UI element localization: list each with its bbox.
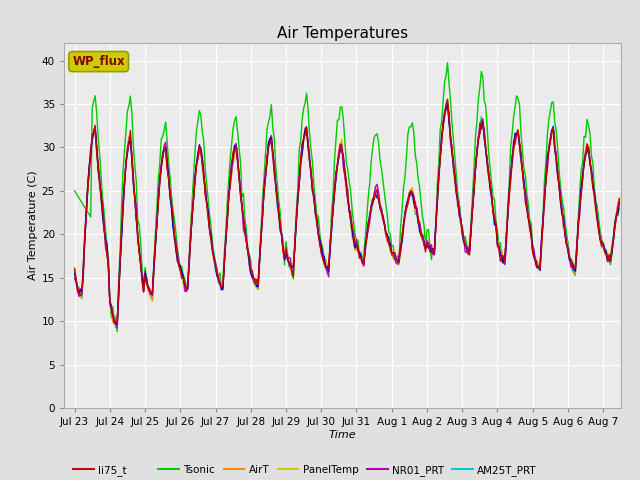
PanelTemp <box>112 323 120 328</box>
Line: li77_temp: li77_temp <box>75 103 620 324</box>
Tsonic <box>141 264 149 270</box>
AM25T_PRT <box>473 149 481 155</box>
Text: WP_flux: WP_flux <box>72 55 125 68</box>
NR01_PRT <box>616 199 623 204</box>
PanelTemp <box>71 269 79 275</box>
AirT <box>473 151 481 156</box>
AM25T_PRT <box>442 104 450 109</box>
li75_t <box>71 266 79 272</box>
li77_temp <box>444 100 451 106</box>
NR01_PRT <box>71 276 79 281</box>
NR01_PRT <box>113 325 121 331</box>
PanelTemp <box>141 270 149 276</box>
X-axis label: Time: Time <box>328 430 356 440</box>
AM25T_PRT <box>607 260 614 265</box>
Tsonic <box>616 205 623 211</box>
li77_temp <box>607 254 614 260</box>
Line: NR01_PRT: NR01_PRT <box>75 107 620 328</box>
li77_temp <box>616 200 623 206</box>
NR01_PRT <box>442 104 450 109</box>
AirT <box>349 238 357 244</box>
li77_temp <box>473 149 481 155</box>
Y-axis label: Air Temperature (C): Air Temperature (C) <box>28 171 38 280</box>
PanelTemp <box>256 256 264 262</box>
Tsonic <box>162 119 170 125</box>
AM25T_PRT <box>256 260 264 266</box>
li75_t <box>256 254 264 260</box>
AirT <box>256 260 264 265</box>
PanelTemp <box>349 238 357 244</box>
AirT <box>607 256 614 262</box>
AM25T_PRT <box>141 275 149 280</box>
li77_temp <box>256 258 264 264</box>
NR01_PRT <box>607 259 614 264</box>
li75_t <box>349 230 357 236</box>
Line: AM25T_PRT: AM25T_PRT <box>75 107 620 328</box>
AirT <box>141 270 149 276</box>
li77_temp <box>71 271 79 276</box>
PanelTemp <box>607 253 614 259</box>
PanelTemp <box>162 146 170 152</box>
Tsonic <box>71 188 79 194</box>
PanelTemp <box>473 147 481 153</box>
Tsonic <box>256 255 264 261</box>
AM25T_PRT <box>162 143 170 149</box>
Tsonic <box>349 219 357 225</box>
li75_t <box>616 196 623 202</box>
AirT <box>162 149 170 155</box>
Line: Tsonic: Tsonic <box>75 63 620 332</box>
Legend: li75_t, li77_temp, Tsonic, AirT, PanelTemp, NR01_PRT, AM25T_PRT: li75_t, li77_temp, Tsonic, AirT, PanelTe… <box>69 461 541 480</box>
li77_temp <box>141 270 149 276</box>
li75_t <box>113 321 121 327</box>
li75_t <box>141 273 149 278</box>
NR01_PRT <box>473 149 481 155</box>
Line: AirT: AirT <box>75 102 620 324</box>
AM25T_PRT <box>112 325 120 331</box>
li75_t <box>162 145 170 151</box>
Tsonic <box>473 119 481 125</box>
li75_t <box>444 96 451 102</box>
li77_temp <box>112 322 120 327</box>
AirT <box>71 265 79 271</box>
li75_t <box>607 258 614 264</box>
PanelTemp <box>444 97 451 103</box>
Line: li75_t: li75_t <box>75 99 620 324</box>
li75_t <box>473 152 481 157</box>
AirT <box>444 99 451 105</box>
Tsonic <box>607 262 614 267</box>
li77_temp <box>162 144 170 150</box>
AirT <box>110 321 118 326</box>
li77_temp <box>349 237 357 242</box>
AM25T_PRT <box>71 274 79 279</box>
NR01_PRT <box>141 268 149 274</box>
NR01_PRT <box>349 235 357 241</box>
NR01_PRT <box>256 255 264 261</box>
AM25T_PRT <box>616 197 623 203</box>
PanelTemp <box>616 195 623 201</box>
Tsonic <box>444 60 451 66</box>
AM25T_PRT <box>349 237 357 242</box>
Tsonic <box>113 329 121 335</box>
Title: Air Temperatures: Air Temperatures <box>277 25 408 41</box>
Line: PanelTemp: PanelTemp <box>75 100 620 325</box>
AirT <box>616 197 623 203</box>
NR01_PRT <box>162 139 170 145</box>
